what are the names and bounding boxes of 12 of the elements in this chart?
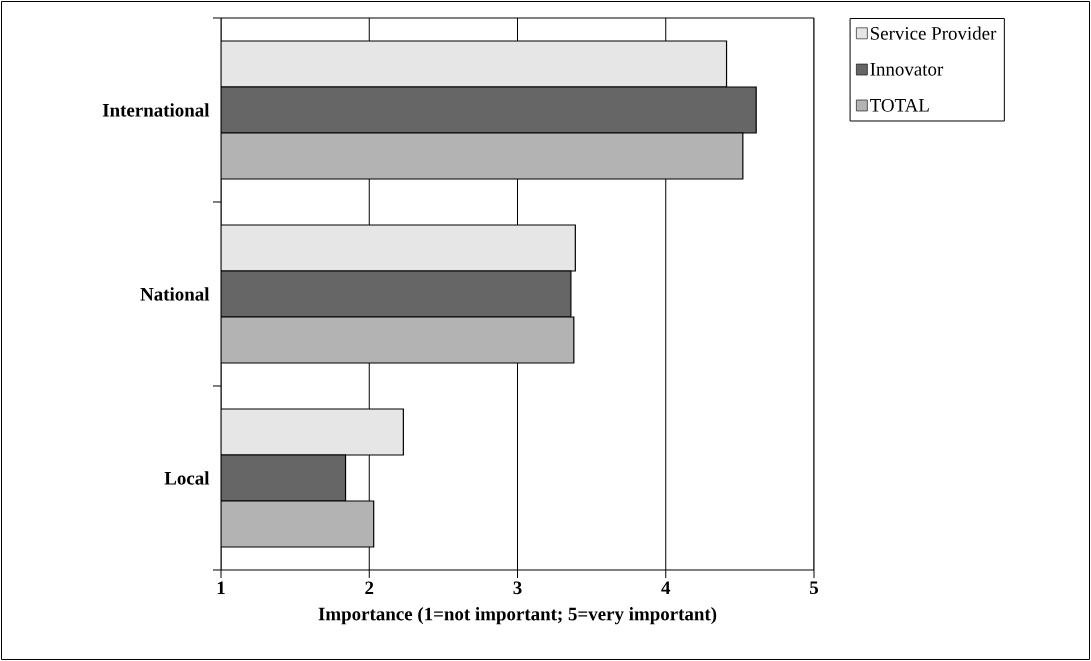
x-tick-label: 5 [810, 581, 819, 595]
x-tick-label: 4 [661, 581, 671, 594]
legend-label: TOTAL [870, 98, 929, 112]
x-axis-title: Importance (1=not important; 5=very important) [318, 607, 717, 625]
y-tick-label: Local [164, 471, 210, 485]
legend-label: Innovator [870, 63, 944, 76]
y-tick-label: International [102, 103, 210, 117]
legend-label: Service Provider [870, 26, 997, 40]
x-tick-label: 3 [513, 581, 522, 595]
y-tick-label: National [140, 287, 210, 301]
x-tick-label: 1 [217, 581, 225, 595]
x-tick-label: 2 [365, 581, 374, 595]
